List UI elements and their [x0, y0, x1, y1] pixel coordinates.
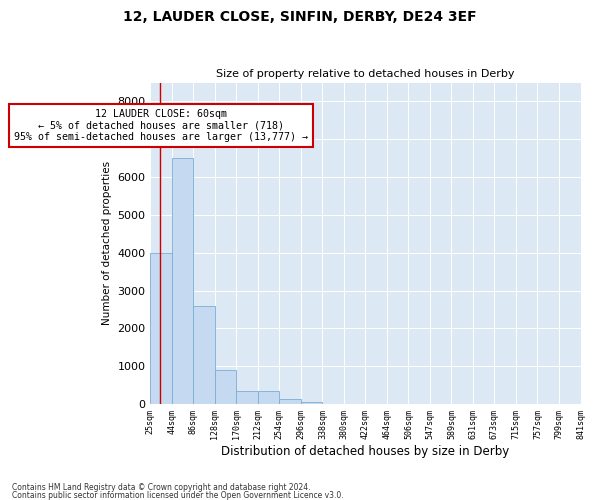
Y-axis label: Number of detached properties: Number of detached properties — [102, 162, 112, 326]
Text: Contains HM Land Registry data © Crown copyright and database right 2024.: Contains HM Land Registry data © Crown c… — [12, 484, 311, 492]
Bar — [193, 306, 215, 404]
X-axis label: Distribution of detached houses by size in Derby: Distribution of detached houses by size … — [221, 444, 509, 458]
Text: 12, LAUDER CLOSE, SINFIN, DERBY, DE24 3EF: 12, LAUDER CLOSE, SINFIN, DERBY, DE24 3E… — [123, 10, 477, 24]
Bar — [301, 402, 322, 404]
Bar — [236, 391, 258, 404]
Title: Size of property relative to detached houses in Derby: Size of property relative to detached ho… — [216, 69, 515, 79]
Bar — [215, 370, 236, 404]
Bar — [280, 399, 301, 404]
Text: Contains public sector information licensed under the Open Government Licence v3: Contains public sector information licen… — [12, 491, 344, 500]
Bar — [172, 158, 193, 404]
Text: 12 LAUDER CLOSE: 60sqm
← 5% of detached houses are smaller (718)
95% of semi-det: 12 LAUDER CLOSE: 60sqm ← 5% of detached … — [14, 109, 308, 142]
Bar — [151, 253, 172, 404]
Bar — [258, 391, 280, 404]
